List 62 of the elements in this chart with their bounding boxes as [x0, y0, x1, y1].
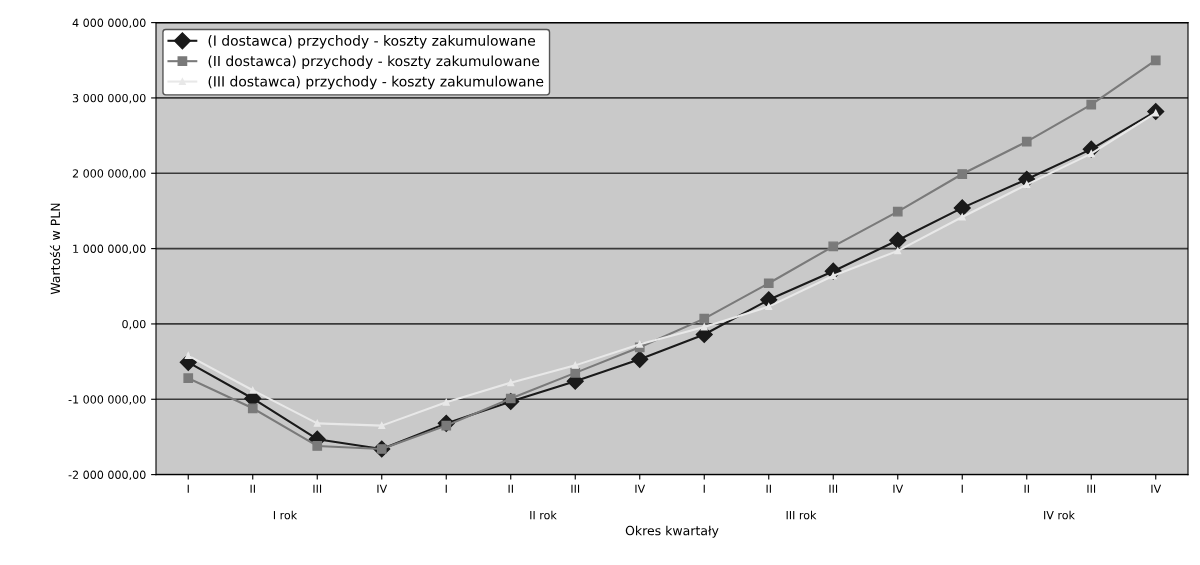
point — [1150, 55, 1161, 66]
x-tick-label: I — [445, 484, 447, 493]
legend-label: (II dostawca) przychody - koszty zakumulowane — [208, 55, 540, 69]
x-tick-label: III — [829, 484, 838, 493]
point — [571, 361, 579, 369]
x-tick-label: II — [766, 484, 771, 493]
point — [889, 231, 907, 249]
x-tick-label: II — [508, 484, 513, 493]
point — [1086, 99, 1097, 110]
x-tick-label: III — [1087, 484, 1096, 493]
point — [1021, 136, 1032, 147]
y-tick-label: -2 000 000,00 — [68, 470, 146, 481]
point — [1087, 150, 1095, 158]
legend-label: (I dostawca) przychody - koszty zakumulowane — [208, 35, 536, 49]
point — [1023, 181, 1031, 189]
x-tick-label: I — [187, 484, 189, 493]
point — [183, 373, 194, 384]
point — [312, 441, 323, 451]
text: I rok — [273, 510, 298, 520]
point — [378, 422, 386, 430]
y-tick-label: 4 000 000,00 — [72, 18, 146, 29]
point — [700, 323, 708, 331]
point — [184, 352, 192, 360]
x-tick-label: IV — [893, 484, 904, 493]
point — [894, 247, 902, 255]
x-tick-label: II — [1024, 484, 1029, 493]
x-tick-label: II — [250, 484, 255, 493]
point — [958, 213, 966, 221]
point — [765, 303, 773, 311]
point — [829, 272, 837, 280]
x-tick-label: IV — [635, 484, 646, 493]
point — [953, 199, 971, 217]
x-tick-label: I — [961, 484, 963, 493]
x-axis-title: Okres kwartały — [625, 525, 719, 538]
x-tick-label: III — [571, 484, 580, 493]
point — [957, 169, 968, 179]
point — [570, 368, 581, 378]
point — [313, 419, 321, 427]
point — [631, 350, 649, 368]
point — [442, 398, 450, 406]
x-tick-label: III — [313, 484, 322, 493]
legend-label: (III dostawca) przychody - koszty zakumulowane — [208, 75, 544, 90]
point — [247, 403, 258, 414]
x-tick-label: I — [703, 484, 705, 493]
point — [507, 379, 515, 387]
point — [892, 206, 903, 217]
point — [636, 340, 644, 348]
y-tick-label: -1 000 000,00 — [68, 395, 146, 405]
point — [828, 241, 839, 252]
y-tick-label: 1 000 000,00 — [73, 244, 146, 255]
y-axis-title: Wartość w PLN — [49, 203, 61, 295]
point — [249, 386, 257, 394]
y-tick-label: 0,00 — [122, 319, 146, 330]
text: III rok — [786, 510, 817, 520]
x-tick-label: IV — [1151, 484, 1162, 493]
point — [763, 278, 774, 289]
text: II rok — [530, 510, 557, 520]
x-tick-label: IV — [377, 484, 388, 493]
y-tick-label: 3 000 000,00 — [72, 93, 146, 104]
text: IV rok — [1044, 510, 1075, 520]
y-tick-label: 2 000 000,00 — [72, 169, 146, 179]
point — [699, 313, 710, 324]
